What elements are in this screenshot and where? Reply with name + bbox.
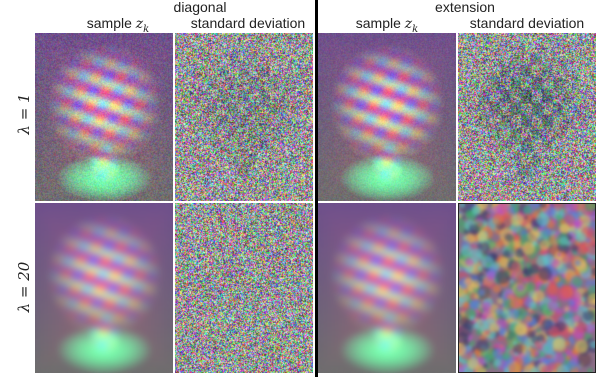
image-diag-sample-l20 (35, 203, 173, 373)
sample-var: z (135, 16, 144, 32)
image-ext-sample-l1 (318, 33, 456, 201)
image-diag-std-l1 (175, 33, 313, 201)
image-diag-sample-l1 (35, 33, 173, 201)
col-header-std-extension: standard deviation (469, 15, 585, 31)
col-header-sample-diagonal: sample zk (68, 16, 168, 37)
group-header-diagonal: diagonal (173, 0, 227, 15)
panel-ext-std-l20 (458, 203, 596, 373)
row-label-lambda-20: λ = 20 (15, 261, 33, 313)
col-header-std-diagonal: standard deviation (190, 15, 306, 31)
panel-diag-sample-l1 (35, 33, 173, 201)
panel-diag-sample-l20 (35, 203, 173, 373)
col-header-sample-extension: sample zk (322, 16, 452, 37)
group-header-extension: extension (435, 0, 495, 15)
image-diag-std-l20 (175, 203, 313, 373)
panel-ext-std-l1 (458, 33, 596, 201)
group-divider (315, 0, 318, 377)
image-ext-std-l1 (458, 33, 596, 201)
sample-label: sample (86, 15, 136, 31)
sample-label: sample (355, 15, 405, 31)
panel-ext-sample-l1 (318, 33, 456, 201)
sample-var: z (404, 16, 413, 32)
image-ext-sample-l20 (318, 203, 456, 373)
row-label-lambda-1: λ = 1 (15, 93, 33, 135)
panel-diag-std-l20 (175, 203, 313, 373)
sample-sub: k (412, 23, 419, 35)
panel-diag-std-l1 (175, 33, 313, 201)
panel-ext-sample-l20 (318, 203, 456, 373)
sample-sub: k (143, 23, 150, 35)
image-ext-std-l20 (459, 204, 595, 372)
